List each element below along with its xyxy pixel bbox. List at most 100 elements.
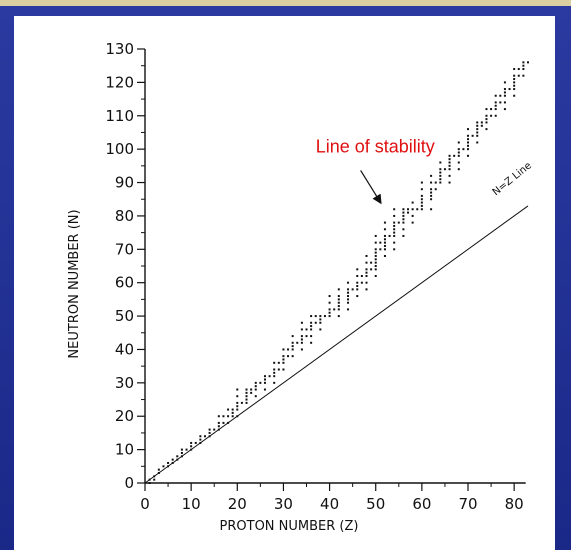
nuclide-point — [402, 221, 405, 224]
y-tick-label: 60 — [115, 274, 134, 292]
y-tick-label: 0 — [124, 474, 134, 492]
nuclide-point — [148, 482, 151, 484]
nuclide-point — [300, 335, 303, 338]
nuclide-point — [337, 305, 340, 308]
nuclide-point — [513, 84, 516, 87]
nuclide-point — [374, 258, 377, 261]
nuclide-point — [457, 154, 460, 157]
nuclide-point — [494, 101, 497, 104]
nuclide-point — [527, 61, 529, 64]
nuclide-point — [337, 295, 340, 298]
nuclide-point — [254, 385, 257, 388]
nuclide-point — [337, 301, 340, 304]
nuclide-point — [439, 161, 442, 164]
nuclide-point — [208, 431, 211, 434]
nuclide-point — [402, 234, 405, 237]
nuclide-point — [457, 148, 460, 151]
nuclide-point — [476, 121, 479, 124]
nuclide-point — [517, 68, 520, 71]
nuclide-point — [217, 425, 220, 428]
nuclide-point — [513, 88, 516, 91]
nuclide-point — [203, 435, 206, 438]
nuclide-point — [296, 341, 299, 344]
nuclide-point — [328, 315, 331, 318]
nuclide-point — [503, 81, 506, 84]
nuclide-point — [448, 174, 451, 177]
nuclide-point — [494, 114, 497, 117]
nuclide-point — [236, 388, 239, 391]
nuclide-point — [245, 401, 248, 404]
stability-arrow — [360, 170, 382, 205]
nuclide-point — [374, 234, 377, 237]
nuclide-point — [282, 355, 285, 358]
nuclide-point — [420, 201, 423, 204]
nuclide-point — [319, 315, 322, 318]
nuclide-point — [176, 455, 179, 458]
nuclide-point — [457, 151, 460, 154]
nuclide-point — [397, 221, 400, 224]
nuclide-point — [157, 468, 160, 471]
nuclide-point — [522, 68, 525, 71]
nuclide-point — [300, 321, 303, 324]
nuclide-point — [494, 94, 497, 97]
nuclide-point — [374, 241, 377, 244]
nuclide-point — [273, 371, 276, 374]
nuclide-point — [194, 441, 197, 444]
nuclide-point — [430, 194, 433, 197]
nuclide-point — [480, 124, 483, 127]
nuclide-point — [420, 198, 423, 201]
nuclide-point — [522, 74, 525, 77]
nuclide-point — [319, 328, 322, 331]
nuclide-point — [457, 141, 460, 144]
nuclide-point — [374, 261, 377, 264]
nuclide-point — [300, 328, 303, 331]
nuclide-point — [277, 368, 280, 371]
nuclide-point — [231, 415, 234, 418]
nuclide-point — [439, 174, 442, 177]
axes — [144, 49, 526, 484]
nuclide-point — [434, 188, 437, 191]
nuclide-point — [365, 288, 368, 291]
nuclide-point — [273, 368, 276, 371]
nuclide-point — [282, 361, 285, 364]
nuclide-point — [457, 161, 460, 164]
nuclide-point — [471, 134, 474, 137]
nuclide-point — [434, 181, 437, 184]
nuclide-point — [328, 301, 331, 304]
nuclide-point — [420, 181, 423, 184]
nuclide-point — [328, 295, 331, 298]
nuclide-point — [347, 288, 350, 291]
nuclide-point — [291, 345, 294, 348]
nuclide-point — [407, 208, 410, 211]
chart-panel: 0 10 20 30 40 50 60 70 80 90 100 110 120 130 0 10 20 30 40… — [14, 16, 555, 550]
nuclide-point — [513, 78, 516, 81]
nuclide-point — [448, 168, 451, 171]
nuclide-point — [213, 428, 216, 431]
nuclide-point — [347, 298, 350, 301]
nuclide-point — [360, 275, 363, 278]
nuclide-point — [485, 108, 488, 111]
nuclide-point — [282, 368, 285, 371]
y-tick-label: 100 — [105, 140, 134, 158]
nuclide-point — [503, 88, 506, 91]
nuclide-point — [374, 248, 377, 251]
nuclide-point — [337, 298, 340, 301]
nuclide-point — [476, 124, 479, 127]
nuclide-point — [411, 214, 414, 217]
nuclide-point — [347, 291, 350, 294]
nuclide-point — [485, 128, 488, 131]
x-tick-label: 30 — [274, 495, 293, 513]
y-tick-label: 10 — [115, 441, 134, 459]
nuclide-point — [310, 328, 313, 331]
nuclide-point — [476, 131, 479, 134]
nuclide-point — [383, 248, 386, 251]
nuclide-point — [467, 148, 470, 151]
nuclide-point — [517, 74, 520, 77]
nuclide-point — [254, 388, 257, 391]
y-tick-label: 120 — [105, 73, 134, 91]
nuclide-point — [337, 308, 340, 311]
x-tick-label: 40 — [320, 495, 339, 513]
nuclide-point — [263, 378, 266, 381]
x-tick-label: 0 — [140, 495, 150, 513]
nuclide-point — [402, 211, 405, 214]
